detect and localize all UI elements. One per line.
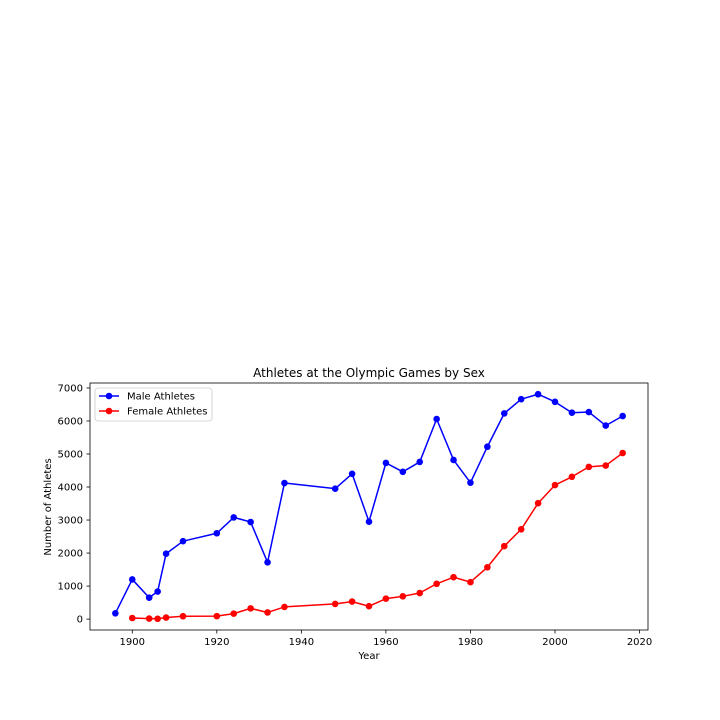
data-point-female-athletes [534, 499, 542, 507]
y-tick-label: 3000 [58, 516, 83, 527]
data-point-female-athletes [162, 614, 170, 621]
data-point-male-athletes [416, 458, 424, 466]
legend-marker-female-athletes [105, 407, 113, 415]
data-point-female-athletes [551, 481, 559, 489]
data-point-male-athletes [331, 485, 339, 492]
y-tick-label: 7000 [58, 383, 83, 394]
data-point-female-athletes [416, 589, 424, 597]
data-point-female-athletes [433, 580, 440, 588]
x-tick-label: 2000 [542, 637, 567, 648]
y-tick-label: 1000 [58, 582, 83, 593]
data-point-male-athletes [433, 415, 440, 423]
data-point-male-athletes [247, 518, 254, 526]
data-point-male-athletes [534, 390, 542, 398]
data-point-male-athletes [467, 479, 474, 487]
data-point-female-athletes [484, 563, 491, 571]
y-axis-label: Number of Athletes [43, 458, 54, 555]
data-point-female-athletes [602, 462, 610, 469]
legend-marker-male-athletes [105, 392, 113, 400]
data-point-female-athletes [585, 463, 593, 471]
x-tick-label: 2020 [627, 637, 652, 648]
data-point-female-athletes [500, 542, 508, 550]
y-tick-label: 2000 [58, 549, 83, 560]
y-tick-label: 4000 [58, 483, 83, 494]
data-point-female-athletes [568, 473, 576, 481]
data-point-male-athletes [602, 422, 610, 429]
data-point-female-athletes [331, 600, 339, 608]
data-point-female-athletes [450, 573, 457, 581]
data-point-female-athletes [467, 578, 474, 586]
chart-title: Athletes at the Olympic Games by Sex [253, 366, 485, 380]
data-point-male-athletes [179, 537, 187, 545]
data-point-female-athletes [517, 525, 525, 533]
data-point-male-athletes [128, 576, 136, 583]
x-tick-label: 1900 [120, 637, 145, 648]
data-point-male-athletes [365, 518, 373, 525]
data-point-male-athletes [399, 468, 407, 476]
data-point-female-athletes [281, 603, 288, 611]
legend-box [94, 387, 213, 422]
plot-area [112, 390, 626, 623]
data-point-male-athletes [568, 409, 576, 417]
x-axis: 1900 1920 1940 1960 1980 2000 2020 [120, 630, 652, 648]
legend: Male Athletes Female Athletes [94, 387, 213, 422]
x-tick-label: 1940 [289, 637, 314, 648]
legend-label-female-athletes: Female Athletes [127, 407, 207, 418]
data-point-male-athletes [112, 609, 119, 617]
data-point-female-athletes [145, 615, 153, 622]
legend-label-male-athletes: Male Athletes [127, 392, 195, 403]
data-point-male-athletes [517, 395, 525, 403]
data-point-male-athletes [551, 398, 559, 406]
data-point-female-athletes [213, 612, 221, 620]
data-point-female-athletes [348, 598, 356, 605]
x-tick-label: 1980 [458, 637, 483, 648]
data-point-male-athletes [348, 470, 356, 478]
data-point-female-athletes [264, 609, 271, 616]
data-point-male-athletes [281, 479, 288, 487]
data-point-female-athletes [247, 605, 254, 612]
series-line-female-athletes [132, 452, 624, 620]
y-tick-label: 0 [77, 615, 83, 626]
y-tick-label: 5000 [58, 449, 83, 460]
data-point-male-athletes [162, 550, 170, 558]
data-point-male-athletes [213, 529, 221, 537]
data-point-male-athletes [145, 594, 153, 601]
data-point-male-athletes [619, 412, 626, 420]
data-point-female-athletes [179, 612, 187, 620]
data-point-male-athletes [154, 588, 161, 595]
data-point-male-athletes [230, 514, 238, 521]
x-axis-label: Year [357, 651, 380, 662]
x-tick-label: 1960 [373, 637, 398, 648]
y-tick-label: 6000 [58, 416, 83, 427]
y-axis: 0 1000 2000 3000 4000 5000 6000 7000 [58, 383, 90, 626]
data-point-female-athletes [230, 610, 238, 617]
data-point-male-athletes [484, 443, 491, 451]
data-point-female-athletes [128, 614, 136, 622]
data-point-male-athletes [450, 456, 457, 464]
data-point-male-athletes [264, 559, 271, 566]
data-point-female-athletes [619, 449, 626, 457]
x-tick-label: 1920 [204, 637, 229, 648]
data-point-female-athletes [365, 602, 373, 610]
data-point-male-athletes [382, 459, 390, 467]
data-point-female-athletes [382, 595, 390, 602]
data-point-male-athletes [585, 408, 593, 416]
data-point-male-athletes [500, 410, 508, 417]
data-point-female-athletes [399, 593, 407, 600]
axes-frame [89, 382, 649, 631]
data-point-female-athletes [154, 615, 161, 623]
